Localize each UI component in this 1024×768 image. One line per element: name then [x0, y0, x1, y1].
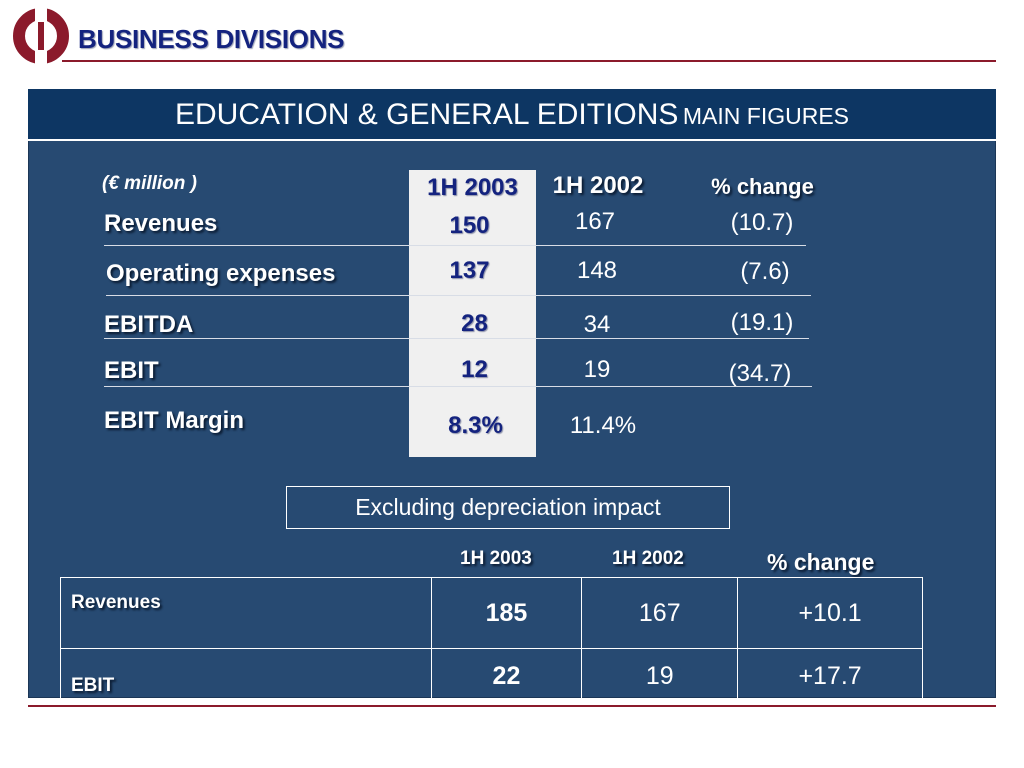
- table2-value-1h2003-ebit: 22: [430, 648, 583, 704]
- value-change-ebitda: (19.1): [730, 309, 794, 336]
- value-1h2002-revenues: 167: [574, 208, 616, 235]
- value-1h2002-ebit: 19: [583, 356, 611, 383]
- value-change-revenues: (10.7): [730, 209, 794, 236]
- row-label-revenues: Revenues: [104, 210, 218, 237]
- col-header-change: % change: [711, 174, 814, 199]
- table2-value-1h2002-revenues: 167: [581, 577, 739, 649]
- table2-col-header-1h2002: 1H 2002: [612, 548, 684, 569]
- panel-title-bar: EDUCATION & GENERAL EDITIONS MAIN FIGURE…: [28, 89, 996, 141]
- col-header-1h2003: 1H 2003: [427, 174, 518, 201]
- row-divider: [104, 338, 809, 339]
- header-divider: [62, 60, 996, 62]
- value-1h2003-ebitda: 28: [461, 310, 488, 337]
- value-change-operating-expenses: (7.6): [740, 258, 790, 285]
- table2-row-label-ebit: EBIT: [60, 648, 432, 704]
- table2-value-change-ebit: +17.7: [737, 648, 923, 704]
- table-row: EBIT 22 19 +17.7: [60, 648, 923, 704]
- panel-subtitle: MAIN FIGURES: [682, 103, 849, 129]
- table-row: Revenues 185 167 +10.1: [60, 577, 923, 649]
- table2-value-change-revenues: +10.1: [737, 577, 923, 649]
- highlight-column-1h2003: [409, 170, 536, 457]
- row-divider: [104, 386, 812, 387]
- row-divider: [106, 295, 811, 296]
- company-logo: [13, 6, 69, 64]
- value-1h2002-ebitda: 34: [583, 311, 611, 338]
- row-label-operating-expenses: Operating expenses: [106, 260, 336, 287]
- table2-col-header-change: % change: [767, 549, 875, 575]
- row-divider: [104, 245, 806, 246]
- table2-value-1h2002-ebit: 19: [581, 648, 739, 704]
- value-change-ebit: (34.7): [728, 360, 792, 387]
- table2-value-1h2003-revenues: 185: [430, 577, 583, 649]
- value-1h2003-ebit-margin: 8.3%: [448, 412, 503, 439]
- footer-divider: [28, 705, 996, 707]
- value-1h2003-ebit: 12: [461, 356, 488, 383]
- value-1h2002-operating-expenses: 148: [576, 257, 618, 284]
- value-1h2003-revenues: 150: [449, 212, 490, 239]
- row-label-ebitda: EBITDA: [104, 311, 194, 338]
- row-label-ebit: EBIT: [104, 357, 159, 384]
- panel-title: EDUCATION & GENERAL EDITIONS: [175, 98, 679, 131]
- adjusted-figures-table: Revenues 185 167 +10.1 EBIT 22 19 +17.7: [60, 577, 923, 704]
- page-title: BUSINESS DIVISIONS: [78, 24, 345, 54]
- note-box: Excluding depreciation impact: [286, 486, 730, 529]
- unit-label: (€ million ): [102, 173, 197, 194]
- col-header-1h2002: 1H 2002: [552, 172, 644, 199]
- value-1h2002-ebit-margin: 11.4%: [569, 412, 637, 439]
- row-label-ebit-margin: EBIT Margin: [104, 407, 245, 434]
- value-1h2003-operating-expenses: 137: [449, 257, 490, 284]
- table2-col-header-1h2003: 1H 2003: [460, 548, 532, 569]
- table2-row-label-revenues: Revenues: [60, 577, 432, 649]
